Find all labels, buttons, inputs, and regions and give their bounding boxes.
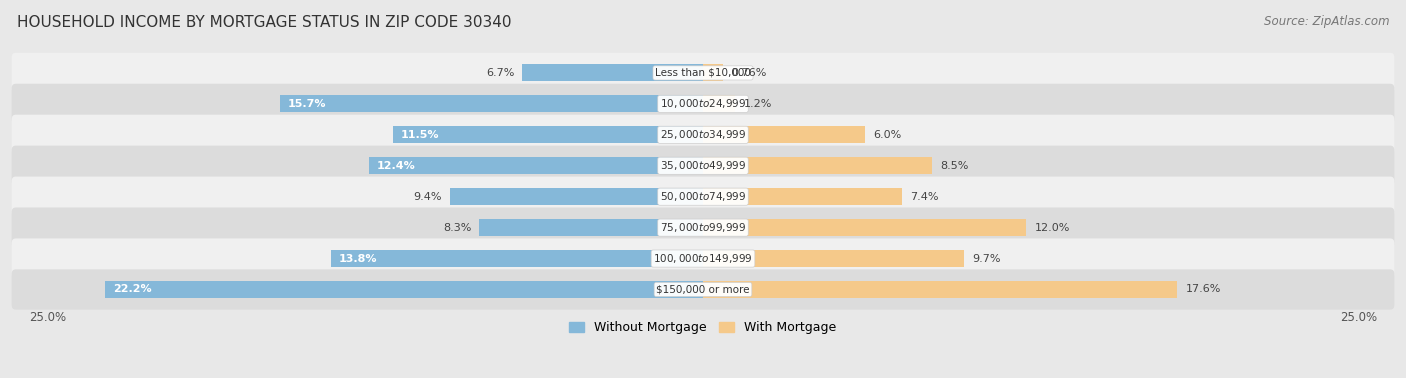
Text: 12.4%: 12.4% — [377, 161, 416, 171]
Bar — [479, 219, 703, 236]
Text: 7.4%: 7.4% — [911, 192, 939, 202]
Text: $50,000 to $74,999: $50,000 to $74,999 — [659, 190, 747, 203]
FancyBboxPatch shape — [11, 177, 1395, 217]
FancyBboxPatch shape — [11, 270, 1395, 310]
Text: Source: ZipAtlas.com: Source: ZipAtlas.com — [1264, 15, 1389, 28]
Bar — [104, 281, 703, 298]
Bar — [523, 64, 703, 81]
Text: 17.6%: 17.6% — [1185, 285, 1220, 294]
FancyBboxPatch shape — [11, 115, 1395, 155]
FancyBboxPatch shape — [11, 208, 1395, 248]
Text: 8.3%: 8.3% — [443, 223, 471, 232]
Bar — [703, 157, 932, 174]
Text: 13.8%: 13.8% — [339, 254, 378, 263]
Bar — [703, 64, 724, 81]
Bar — [394, 126, 703, 143]
Text: 25.0%: 25.0% — [1340, 311, 1376, 324]
Bar — [703, 250, 965, 267]
Text: 6.0%: 6.0% — [873, 130, 901, 140]
Bar — [330, 250, 703, 267]
Text: HOUSEHOLD INCOME BY MORTGAGE STATUS IN ZIP CODE 30340: HOUSEHOLD INCOME BY MORTGAGE STATUS IN Z… — [17, 15, 512, 30]
Text: $75,000 to $99,999: $75,000 to $99,999 — [659, 221, 747, 234]
Text: $150,000 or more: $150,000 or more — [657, 285, 749, 294]
Text: 15.7%: 15.7% — [288, 99, 326, 109]
Bar — [703, 219, 1026, 236]
Text: Less than $10,000: Less than $10,000 — [655, 68, 751, 78]
Text: 9.7%: 9.7% — [973, 254, 1001, 263]
Text: 12.0%: 12.0% — [1035, 223, 1070, 232]
Text: 25.0%: 25.0% — [30, 311, 66, 324]
Text: 11.5%: 11.5% — [401, 130, 440, 140]
Text: 8.5%: 8.5% — [941, 161, 969, 171]
FancyBboxPatch shape — [11, 146, 1395, 186]
Bar — [703, 188, 903, 205]
Text: 1.2%: 1.2% — [744, 99, 772, 109]
Text: 6.7%: 6.7% — [486, 68, 515, 78]
FancyBboxPatch shape — [11, 84, 1395, 124]
Legend: Without Mortgage, With Mortgage: Without Mortgage, With Mortgage — [564, 316, 842, 339]
Bar — [703, 281, 1177, 298]
Bar — [450, 188, 703, 205]
Text: $35,000 to $49,999: $35,000 to $49,999 — [659, 159, 747, 172]
Bar — [703, 95, 735, 112]
Bar — [280, 95, 703, 112]
FancyBboxPatch shape — [11, 53, 1395, 93]
Text: 22.2%: 22.2% — [112, 285, 152, 294]
Text: $10,000 to $24,999: $10,000 to $24,999 — [659, 98, 747, 110]
FancyBboxPatch shape — [11, 239, 1395, 279]
Bar — [368, 157, 703, 174]
Text: $25,000 to $34,999: $25,000 to $34,999 — [659, 128, 747, 141]
Text: $100,000 to $149,999: $100,000 to $149,999 — [654, 252, 752, 265]
Text: 0.76%: 0.76% — [731, 68, 766, 78]
Text: 9.4%: 9.4% — [413, 192, 441, 202]
Bar — [703, 126, 865, 143]
